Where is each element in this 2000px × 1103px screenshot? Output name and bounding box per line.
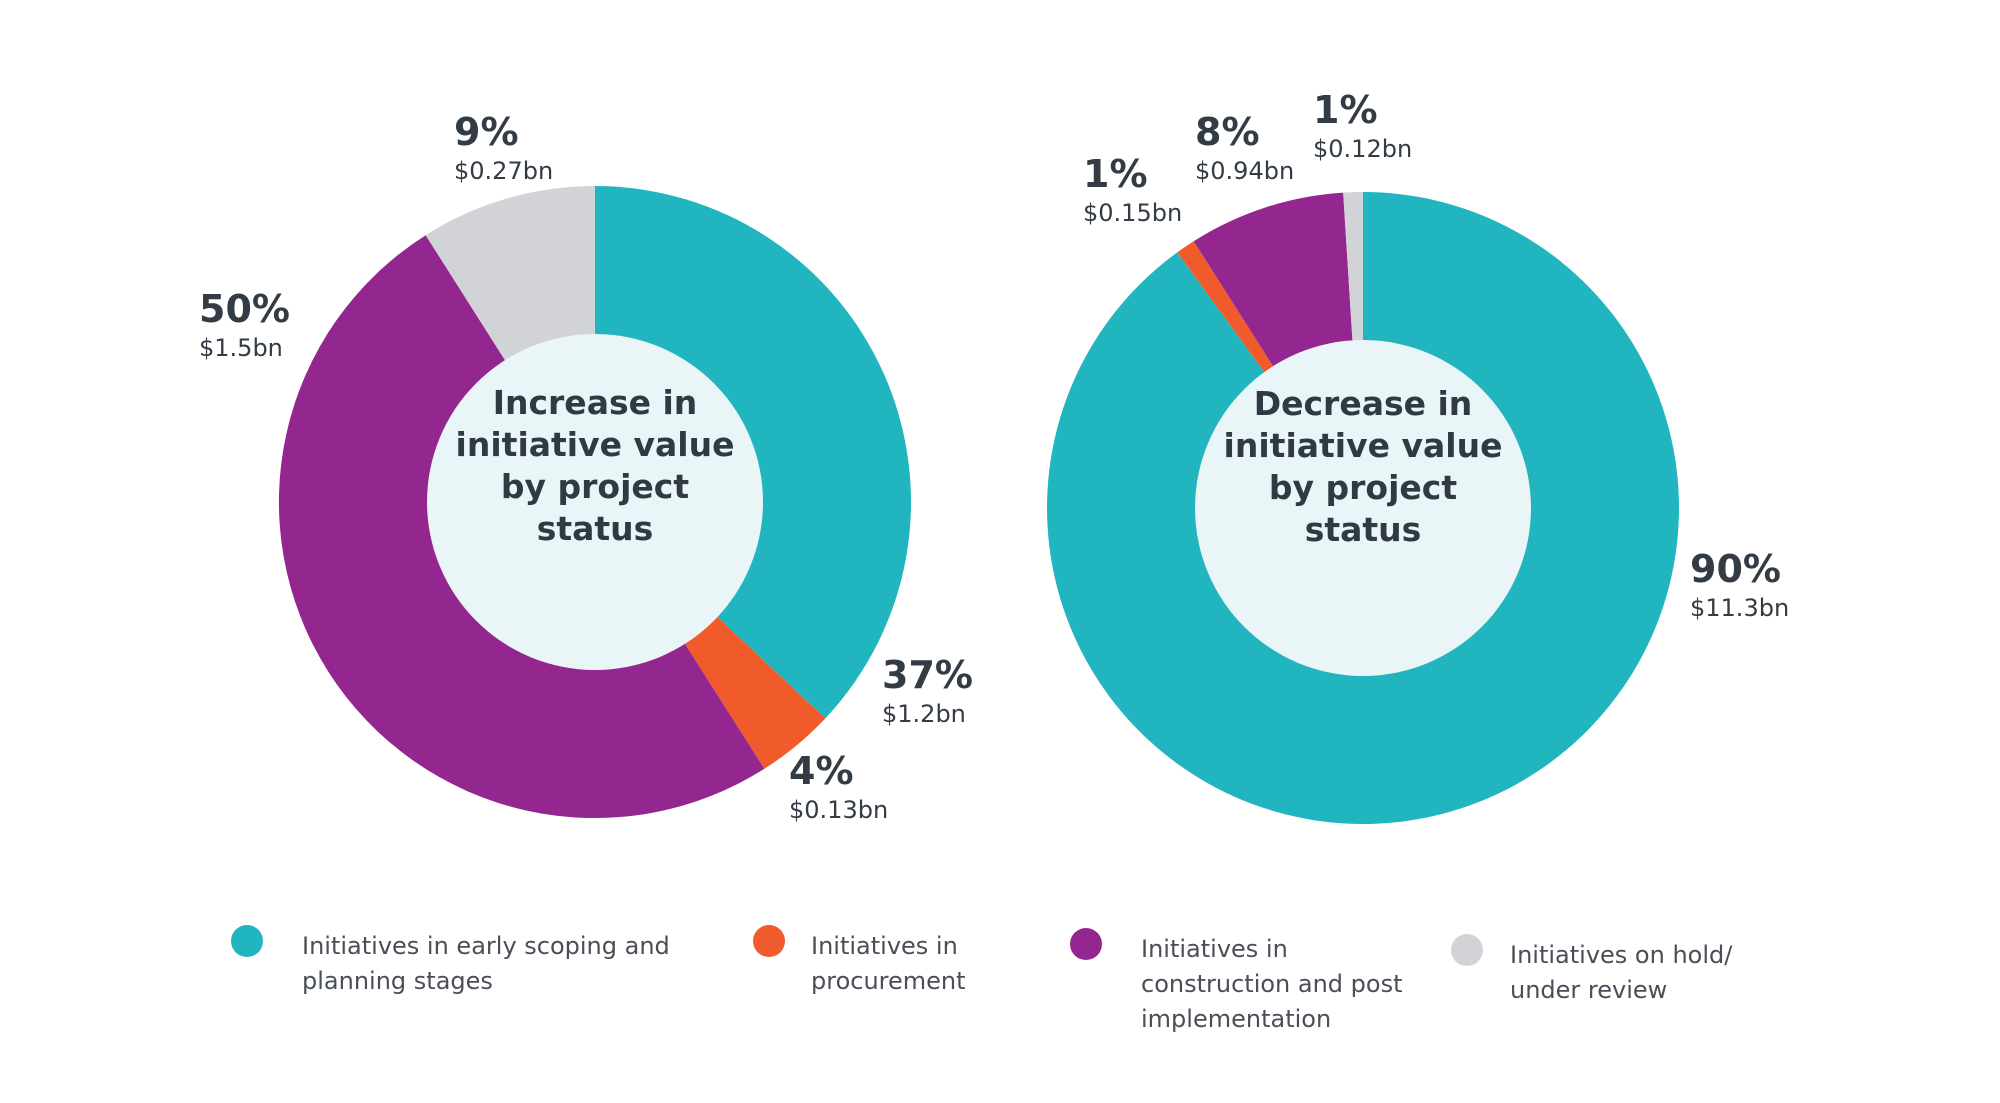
center-title-line: Decrease in <box>1254 384 1473 423</box>
legend-item: Initiatives in construction and post imple… <box>1070 928 1403 1033</box>
legend-label: Initiatives in <box>811 932 958 960</box>
legend-label: Initiatives in early scoping and <box>302 932 670 960</box>
value-label: $0.94bn <box>1195 157 1294 185</box>
center-title-line: Increase in <box>493 383 698 422</box>
legend: Initiatives in early scoping and planning… <box>231 925 1733 1033</box>
value-label: $11.3bn <box>1690 594 1789 622</box>
percent-label: 37% <box>882 653 973 697</box>
percent-label: 9% <box>454 110 519 154</box>
donut-center <box>427 334 763 670</box>
legend-label: under review <box>1510 976 1667 1004</box>
percent-label: 1% <box>1313 88 1378 132</box>
percent-label: 1% <box>1083 152 1148 196</box>
center-title-line: status <box>1305 510 1422 549</box>
legend-label: procurement <box>811 967 966 995</box>
value-label: $1.5bn <box>199 334 283 362</box>
donut-center <box>1195 340 1531 676</box>
center-title-line: by project <box>501 467 689 506</box>
legend-swatch <box>1451 934 1483 966</box>
value-label: $0.13bn <box>789 796 888 824</box>
legend-item: Initiatives in early scoping and planning… <box>231 925 670 995</box>
legend-label: construction and post <box>1141 970 1403 998</box>
legend-label: planning stages <box>302 967 493 995</box>
legend-swatch <box>1070 928 1102 960</box>
center-title-line: status <box>537 509 654 548</box>
percent-label: 4% <box>789 749 854 793</box>
legend-item: Initiatives in procurement <box>753 925 966 995</box>
value-label: $0.15bn <box>1083 199 1182 227</box>
percent-label: 8% <box>1195 110 1260 154</box>
percent-label: 50% <box>199 287 290 331</box>
legend-label: implementation <box>1141 1005 1331 1033</box>
legend-swatch <box>231 925 263 957</box>
center-title-line: by project <box>1269 468 1457 507</box>
value-label: $0.27bn <box>454 157 553 185</box>
center-title-line: initiative value <box>456 425 735 464</box>
percent-label: 90% <box>1690 547 1781 591</box>
legend-label: Initiatives on hold/ <box>1510 941 1733 969</box>
legend-swatch <box>753 925 785 957</box>
value-label: $1.2bn <box>882 700 966 728</box>
value-label: $0.12bn <box>1313 135 1412 163</box>
center-title-line: initiative value <box>1224 426 1503 465</box>
legend-item: Initiatives on hold/under review <box>1451 934 1733 1004</box>
legend-label: Initiatives in <box>1141 935 1288 963</box>
